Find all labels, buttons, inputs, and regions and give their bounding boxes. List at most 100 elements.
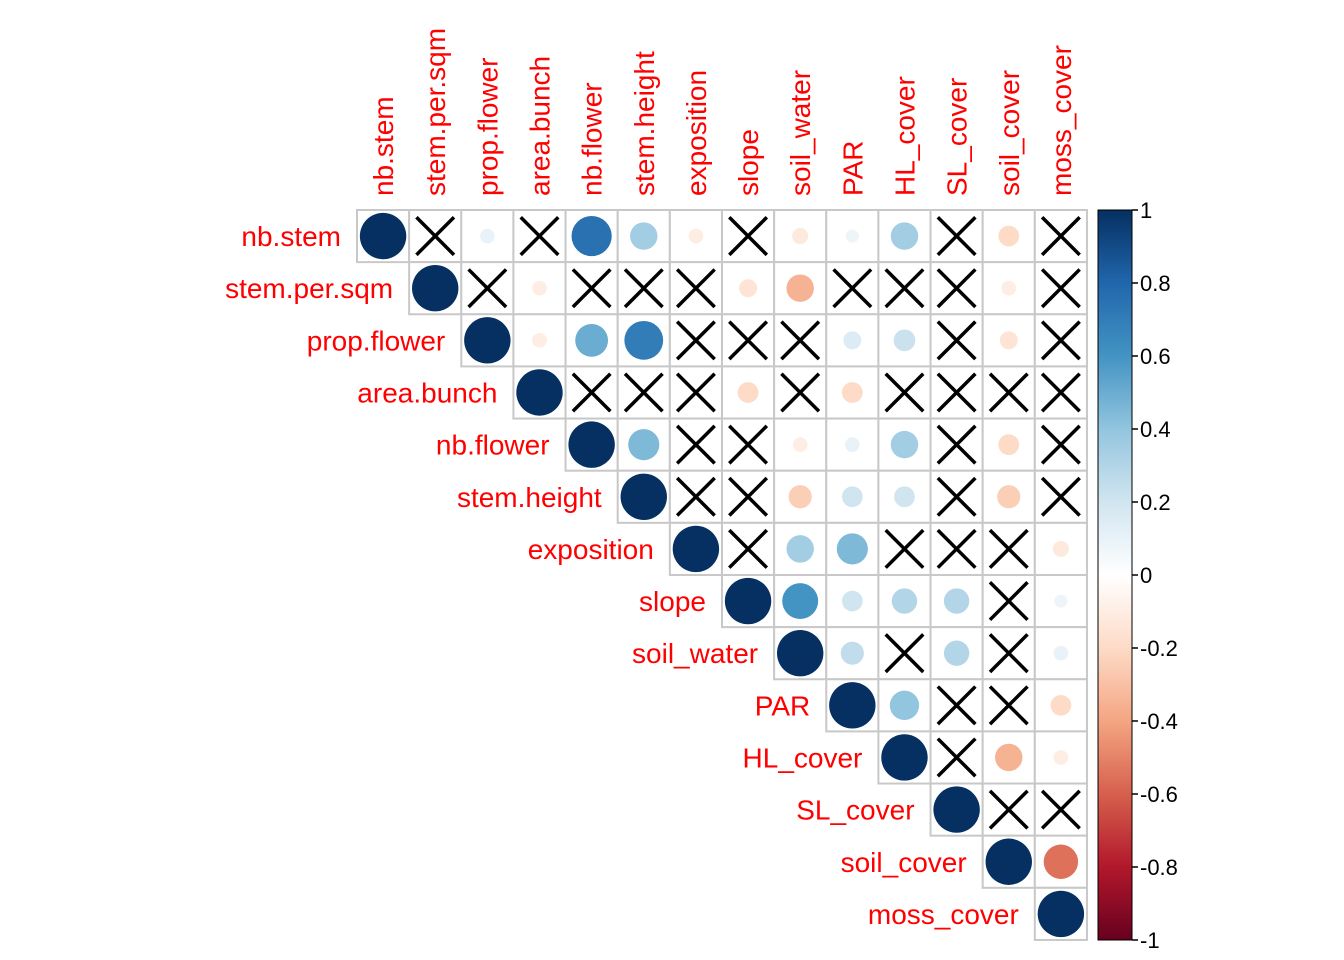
cross-stroke xyxy=(780,320,821,361)
cross-stroke xyxy=(936,268,977,309)
insignificant-cross xyxy=(1040,424,1081,465)
correlation-circle xyxy=(624,320,664,360)
correlation-circle xyxy=(480,228,495,244)
row-label: area.bunch xyxy=(357,377,497,408)
correlation-circle xyxy=(841,382,863,403)
insignificant-cross xyxy=(988,372,1029,413)
colorbar-tick-label: -0.4 xyxy=(1140,709,1178,734)
colorbar-tick-label: 1 xyxy=(1140,198,1152,223)
correlation-circle xyxy=(792,228,809,245)
correlation-circle xyxy=(943,640,970,666)
correlation-circle xyxy=(568,421,615,468)
correlation-circle xyxy=(788,485,812,509)
correlation-circle xyxy=(985,838,1032,885)
colorbar-tick-label: 0.6 xyxy=(1140,344,1171,369)
insignificant-cross xyxy=(1040,320,1081,361)
cross-stroke xyxy=(728,424,769,465)
insignificant-cross xyxy=(884,633,925,674)
insignificant-cross xyxy=(728,320,769,361)
correlation-circle xyxy=(1053,645,1069,661)
row-label: soil_cover xyxy=(841,847,967,878)
column-label: nb.flower xyxy=(577,82,608,196)
cross-stroke xyxy=(832,268,873,309)
correlation-circle xyxy=(995,743,1023,772)
cross-stroke xyxy=(1040,372,1081,413)
colorbar-tick-label: -0.6 xyxy=(1140,782,1178,807)
correlation-circle xyxy=(464,317,511,364)
correlation-circle xyxy=(575,323,609,357)
correlation-circle xyxy=(890,430,919,459)
cross-stroke xyxy=(415,216,456,257)
row-label: stem.height xyxy=(457,482,602,513)
correlation-circle xyxy=(532,280,547,296)
cross-stroke xyxy=(884,528,925,569)
insignificant-cross xyxy=(728,476,769,517)
cross-stroke xyxy=(467,268,508,309)
cross-stroke xyxy=(988,633,1029,674)
correlation-circle xyxy=(620,473,667,520)
correlation-circle xyxy=(737,382,759,403)
insignificant-cross xyxy=(728,528,769,569)
column-label: soil_water xyxy=(785,70,816,196)
row-label: HL_cover xyxy=(743,742,863,773)
row-labels: nb.stem stem.per.sqm prop.flower area.bunch… xyxy=(225,221,1019,930)
correlation-circle xyxy=(843,331,862,350)
correlation-circle xyxy=(836,533,868,565)
insignificant-cross xyxy=(936,424,977,465)
correlation-circle xyxy=(840,641,864,665)
correlation-circle xyxy=(841,590,863,612)
cross-stroke xyxy=(1040,320,1081,361)
cross-stroke xyxy=(675,424,716,465)
cross-stroke xyxy=(884,268,925,309)
insignificant-cross xyxy=(623,372,664,413)
cross-stroke xyxy=(988,581,1029,622)
insignificant-cross xyxy=(936,268,977,309)
column-labels: nb.stem stem.per.sqm prop.flower area.bunch… xyxy=(368,28,1077,196)
colorbar: 1 0.8 0.6 0.4 0.2 0 -0.2 -0.4 -0.6 -0.8 -1 xyxy=(1097,198,1178,953)
insignificant-cross xyxy=(884,528,925,569)
correlation-circle xyxy=(786,535,814,563)
correlation-circle xyxy=(1001,280,1017,296)
cross-stroke xyxy=(936,528,977,569)
column-label: PAR xyxy=(837,141,868,197)
colorbar-tick-label: 0.4 xyxy=(1140,417,1171,442)
correlation-circle xyxy=(786,274,814,302)
cross-stroke xyxy=(728,528,769,569)
colorbar-gradient xyxy=(1097,209,1133,941)
correlation-circle xyxy=(845,229,859,243)
column-label: moss_cover xyxy=(1046,45,1077,196)
insignificant-cross xyxy=(1040,789,1081,830)
insignificant-cross xyxy=(728,424,769,465)
correlation-circle xyxy=(776,629,824,677)
correlation-circle xyxy=(630,222,658,250)
colorbar-tick-label: 0.8 xyxy=(1140,271,1171,296)
insignificant-cross xyxy=(936,685,977,726)
insignificant-cross xyxy=(936,476,977,517)
cross-stroke xyxy=(988,789,1029,830)
insignificant-cross xyxy=(467,268,508,309)
correlation-circle xyxy=(532,333,547,348)
cross-stroke xyxy=(988,528,1029,569)
correlation-circle xyxy=(782,583,819,620)
insignificant-cross xyxy=(1040,216,1081,257)
column-label: stem.per.sqm xyxy=(420,28,451,196)
cross-stroke xyxy=(675,268,716,309)
cross-stroke xyxy=(571,268,612,309)
insignificant-cross xyxy=(1040,268,1081,309)
insignificant-cross xyxy=(1040,476,1081,517)
cross-stroke xyxy=(623,372,664,413)
column-label: prop.flower xyxy=(472,57,503,196)
colorbar-tick-label: 0.2 xyxy=(1140,490,1171,515)
correlation-circle xyxy=(889,690,920,721)
insignificant-cross xyxy=(571,372,612,413)
cross-stroke xyxy=(936,372,977,413)
row-label: nb.flower xyxy=(436,430,550,461)
insignificant-cross xyxy=(988,528,1029,569)
cross-stroke xyxy=(936,216,977,257)
column-label: exposition xyxy=(681,70,712,196)
insignificant-cross xyxy=(415,216,456,257)
correlation-circle xyxy=(998,225,1020,247)
grid-cell xyxy=(1033,521,1088,576)
cross-stroke xyxy=(936,424,977,465)
cross-stroke xyxy=(780,372,821,413)
